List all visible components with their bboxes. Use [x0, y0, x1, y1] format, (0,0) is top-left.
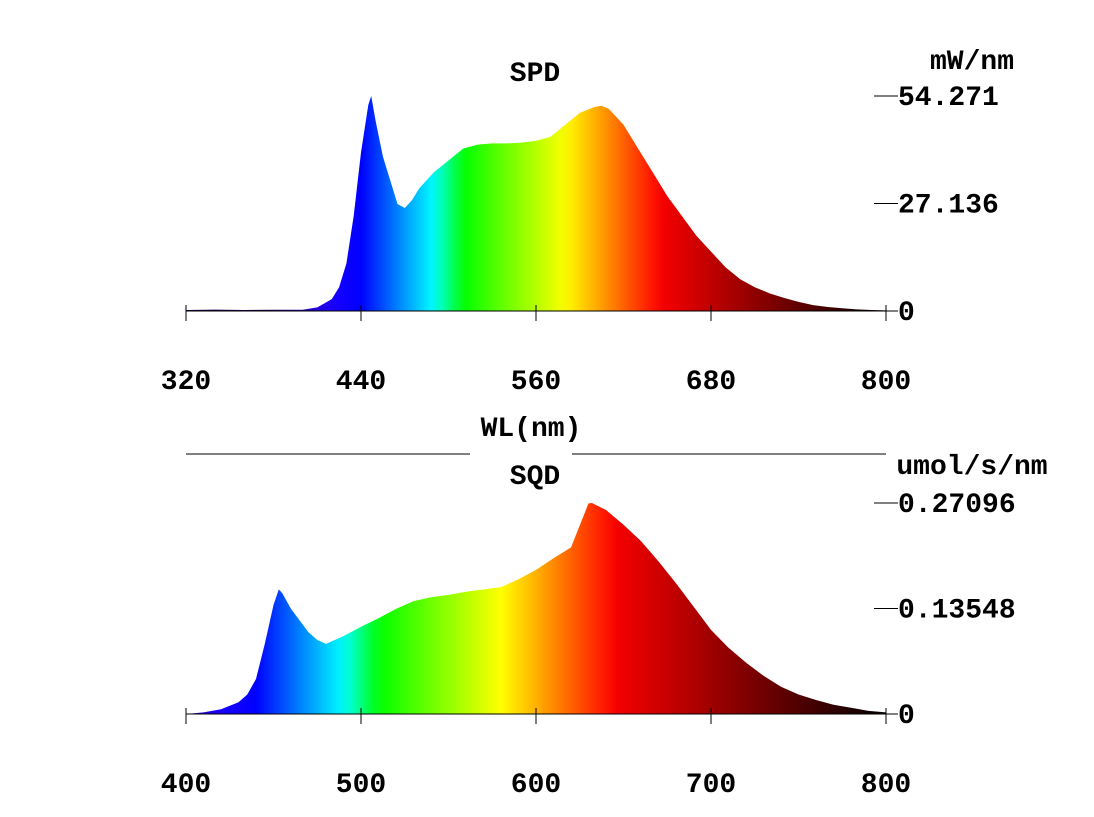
sqd-y-tick-label: 0.27096: [898, 490, 1016, 521]
sqd-x-tick-label: 400: [161, 770, 211, 801]
spd-y-tick-label: 54.271: [898, 83, 999, 114]
spd-x-axis-label: WL(nm): [481, 414, 582, 445]
spd-x-axis: 320 440 560 680 800: [161, 305, 911, 398]
sqd-area: [186, 503, 886, 714]
spd-y-tick-label: 0: [898, 298, 915, 329]
sqd-y-tick-label: 0: [898, 701, 915, 732]
sqd-y-axis: 0 0.13548 0.27096: [874, 490, 1016, 732]
spd-area: [186, 96, 886, 311]
sqd-x-tick-label: 600: [511, 770, 561, 801]
spd-x-tick-label: 560: [511, 367, 561, 398]
spd-x-tick-label: 680: [686, 367, 736, 398]
sqd-y-tick-label: 0.13548: [898, 596, 1016, 627]
sqd-chart: 400 500 600 700 800 0 0.13548 0.27096 SQD umol…: [161, 452, 1048, 801]
sqd-x-tick-label: 800: [861, 770, 911, 801]
spd-y-axis-label: mW/nm: [930, 47, 1014, 78]
sqd-title: SQD: [510, 462, 560, 493]
spd-y-tick-label: 27.136: [898, 190, 999, 221]
spd-y-axis: 0 27.136 54.271: [874, 83, 999, 329]
sqd-x-tick-label: 700: [686, 770, 736, 801]
sqd-y-axis-label: umol/s/nm: [896, 452, 1047, 483]
spd-x-tick-label: 320: [161, 367, 211, 398]
spd-x-tick-label: 440: [336, 367, 386, 398]
sqd-x-axis: 400 500 600 700 800: [161, 708, 911, 801]
spd-x-tick-label: 800: [861, 367, 911, 398]
spd-title: SPD: [510, 59, 560, 90]
sqd-x-tick-label: 500: [336, 770, 386, 801]
